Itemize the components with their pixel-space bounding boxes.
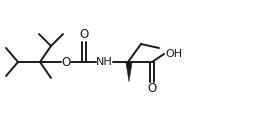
Text: O: O (61, 55, 71, 69)
Text: O: O (79, 29, 89, 41)
Text: O: O (147, 82, 157, 95)
Text: NH: NH (96, 57, 112, 67)
Polygon shape (126, 62, 132, 82)
Text: OH: OH (166, 49, 183, 59)
